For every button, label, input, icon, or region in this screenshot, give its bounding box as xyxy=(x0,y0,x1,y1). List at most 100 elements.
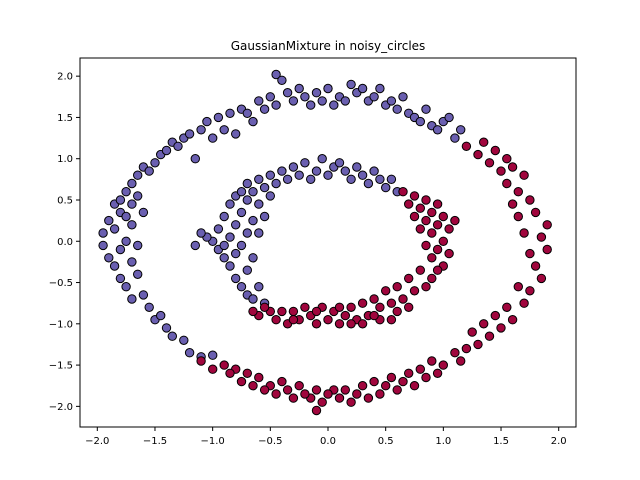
point-series-1-47 xyxy=(375,389,385,399)
point-series-0-122 xyxy=(265,191,275,201)
point-series-1-133 xyxy=(392,306,402,317)
x-tick-label: −2.0 xyxy=(85,436,109,447)
point-series-0-23 xyxy=(133,269,143,279)
point-series-1-36 xyxy=(438,360,448,370)
point-series-0-141 xyxy=(375,174,385,185)
point-series-0-43 xyxy=(196,125,206,135)
y-tick-label: 0.5 xyxy=(57,195,73,206)
point-series-0-14 xyxy=(121,282,131,292)
point-series-1-26 xyxy=(502,302,512,312)
point-series-1-41 xyxy=(409,381,420,391)
point-series-1-32 xyxy=(467,327,477,337)
x-tick-label: 1.5 xyxy=(493,436,509,447)
point-series-0-15 xyxy=(127,178,137,189)
point-series-1-89 xyxy=(427,253,437,263)
point-series-1-31 xyxy=(473,339,483,350)
point-series-0-116 xyxy=(254,174,264,185)
y-tick-label: 0.0 xyxy=(57,237,73,248)
y-tick-label: −0.5 xyxy=(49,278,73,289)
point-series-1-94 xyxy=(438,236,448,247)
point-series-0-103 xyxy=(231,273,241,284)
point-series-0-109 xyxy=(242,195,253,205)
point-series-1-29 xyxy=(484,331,495,341)
point-series-1-16 xyxy=(530,207,541,218)
point-series-1-5 xyxy=(496,166,506,176)
point-series-0-48 xyxy=(213,112,224,123)
point-series-1-22 xyxy=(525,286,535,296)
point-series-0-84 xyxy=(415,116,425,127)
point-series-1-137 xyxy=(334,302,345,312)
point-series-1-127 xyxy=(271,315,281,325)
y-tick-label: −1.0 xyxy=(49,319,73,330)
point-series-0-134 xyxy=(334,158,345,168)
point-series-1-83 xyxy=(415,224,425,234)
y-tick-label: 1.5 xyxy=(57,113,73,124)
point-series-1-110 xyxy=(369,294,379,304)
point-series-0-148 xyxy=(219,240,229,251)
point-series-0-37 xyxy=(173,141,183,152)
point-series-0-143 xyxy=(386,174,397,185)
point-series-1-109 xyxy=(375,302,385,312)
point-series-1-141 xyxy=(369,310,379,321)
point-series-1-100 xyxy=(427,273,437,284)
point-series-1-126 xyxy=(277,306,287,317)
point-series-0-150 xyxy=(254,228,264,238)
point-series-1-7 xyxy=(502,178,512,189)
point-series-0-91 xyxy=(456,125,466,135)
point-series-1-76 xyxy=(208,364,218,374)
point-series-1-93 xyxy=(438,211,448,222)
point-series-1-30 xyxy=(479,319,489,329)
point-series-0-19 xyxy=(127,294,137,304)
point-series-1-106 xyxy=(392,282,402,292)
point-series-0-12 xyxy=(121,211,131,222)
point-series-1-18 xyxy=(536,232,547,242)
point-series-1-86 xyxy=(421,240,431,251)
point-series-1-6 xyxy=(502,154,512,164)
point-series-0-69 xyxy=(329,100,339,110)
point-series-1-53 xyxy=(340,385,350,395)
chart-title: GaussianMixture in noisy_circles xyxy=(231,39,426,53)
y-tick-label: 2.0 xyxy=(57,72,73,83)
point-series-1-28 xyxy=(490,310,500,321)
point-series-1-61 xyxy=(300,389,310,399)
point-series-1-98 xyxy=(450,215,460,226)
point-series-0-2 xyxy=(104,215,114,226)
point-series-1-33 xyxy=(461,343,472,354)
point-series-0-138 xyxy=(357,170,368,180)
point-series-0-130 xyxy=(311,166,322,176)
point-series-1-102 xyxy=(415,265,425,275)
y-tick-label: 1.0 xyxy=(57,154,73,165)
point-series-1-34 xyxy=(456,356,466,366)
point-series-0-61 xyxy=(282,88,293,98)
point-series-1-70 xyxy=(248,381,258,391)
point-series-1-90 xyxy=(432,199,443,209)
point-series-1-79 xyxy=(404,199,414,209)
point-series-0-54 xyxy=(248,116,258,127)
point-series-1-91 xyxy=(432,220,443,230)
point-series-1-64 xyxy=(282,385,293,395)
point-series-1-134 xyxy=(404,302,414,312)
point-series-1-114 xyxy=(346,302,356,312)
point-series-0-81 xyxy=(398,92,408,102)
point-series-1-96 xyxy=(444,224,454,234)
point-series-1-108 xyxy=(381,286,391,296)
point-series-1-139 xyxy=(311,306,322,317)
point-series-1-129 xyxy=(259,302,270,312)
point-series-0-110 xyxy=(242,228,253,238)
point-series-1-49 xyxy=(363,393,374,403)
point-series-1-52 xyxy=(346,397,356,407)
point-series-1-80 xyxy=(409,191,420,201)
point-series-0-58 xyxy=(271,69,281,80)
point-series-1-12 xyxy=(519,170,529,180)
point-series-1-15 xyxy=(525,248,535,259)
point-series-1-2 xyxy=(479,137,489,147)
plot-frame xyxy=(79,57,577,428)
x-tick-label: 2.0 xyxy=(551,436,567,447)
point-series-1-9 xyxy=(507,199,518,209)
x-tick-label: 1.0 xyxy=(435,436,451,447)
point-series-1-42 xyxy=(404,368,414,378)
point-series-0-66 xyxy=(311,88,322,98)
point-series-0-36 xyxy=(167,331,178,341)
point-series-0-111 xyxy=(242,265,253,275)
point-series-1-25 xyxy=(507,315,518,325)
